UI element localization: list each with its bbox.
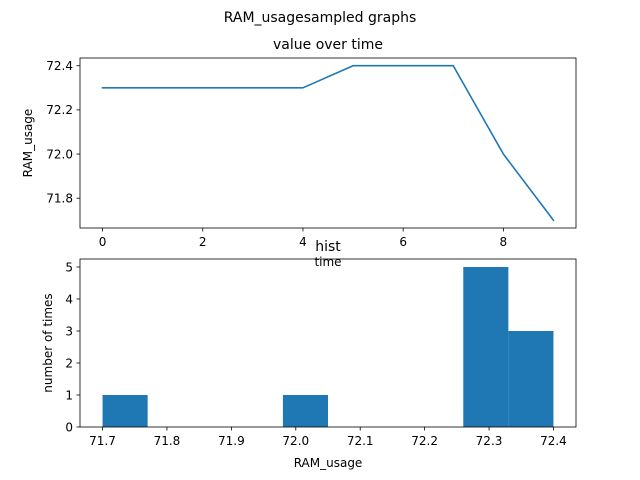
histogram-ytick-label-5: 5 bbox=[65, 260, 73, 274]
histogram-xtick-label-4: 72.1 bbox=[347, 434, 374, 448]
histogram-xtick-label-1: 71.8 bbox=[154, 434, 181, 448]
histogram-bar-4 bbox=[282, 395, 328, 427]
line-chart-frame bbox=[79, 57, 577, 229]
line-chart-xtick-label-3: 6 bbox=[399, 235, 407, 249]
line-chart-ytick-label-3: 72.4 bbox=[46, 59, 73, 73]
histogram-frame bbox=[79, 258, 577, 428]
line-chart-xtick-label-2: 4 bbox=[299, 235, 307, 249]
line-chart-ytick-label-0: 71.8 bbox=[46, 191, 73, 205]
line-chart-xlabel: time bbox=[314, 255, 341, 269]
line-chart-ytick-label-2: 72.2 bbox=[46, 103, 73, 117]
figure-suptitle: RAM_usagesampled graphs bbox=[224, 10, 417, 26]
histogram-xtick-label-7: 72.4 bbox=[540, 434, 567, 448]
line-chart-ytick-label-1: 72.0 bbox=[46, 147, 73, 161]
histogram-ytick-label-1: 1 bbox=[65, 388, 73, 402]
line-chart-xtick-label-4: 8 bbox=[500, 235, 508, 249]
line-chart-xtick-label-1: 2 bbox=[199, 235, 207, 249]
histogram-ytick-label-0: 0 bbox=[65, 420, 73, 434]
histogram-title: hist bbox=[315, 239, 341, 255]
histogram-xtick-label-6: 72.3 bbox=[476, 434, 503, 448]
line-series bbox=[101, 64, 555, 222]
line-chart-xtick-label-0: 0 bbox=[99, 235, 107, 249]
line-chart-ylabel: RAM_usage bbox=[21, 109, 35, 178]
histogram-xlabel: RAM_usage bbox=[294, 456, 363, 470]
line-chart-title: value over time bbox=[273, 37, 383, 53]
line-chart: 0 2 4 6 8 71.8 72.0 72.2 72.4 value over time RAM_… bbox=[21, 37, 577, 269]
histogram-ytick-label-3: 3 bbox=[65, 324, 73, 338]
histogram-xtick-label-0: 71.7 bbox=[89, 434, 116, 448]
histogram-ylabel: number of times bbox=[41, 293, 55, 392]
histogram-xtick-label-2: 71.9 bbox=[218, 434, 245, 448]
histogram-ytick-label-2: 2 bbox=[65, 356, 73, 370]
histogram-bar-0 bbox=[102, 395, 148, 427]
histogram-xtick-label-5: 72.2 bbox=[411, 434, 438, 448]
histogram-bar-9 bbox=[508, 331, 554, 427]
histogram-chart: 71.7 71.8 71.9 72.0 72.1 72.2 72.3 72.4 0 1 2 3 4 5 hi… bbox=[41, 239, 577, 470]
histogram-ytick-label-4: 4 bbox=[65, 292, 73, 306]
histogram-xtick-label-3: 72.0 bbox=[282, 434, 309, 448]
histogram-bar-8 bbox=[463, 267, 509, 427]
